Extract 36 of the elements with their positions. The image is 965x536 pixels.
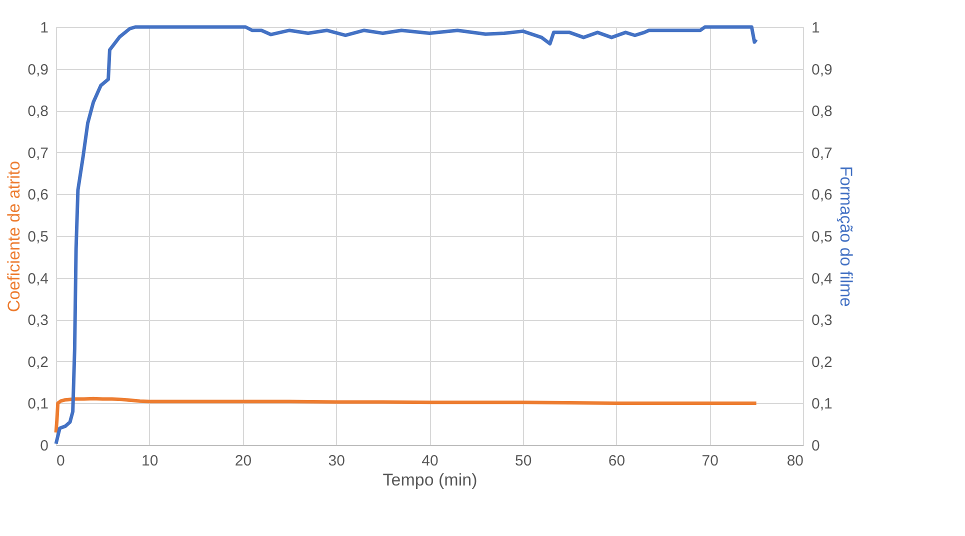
x-tick-label: 10 (142, 452, 158, 470)
y2-tick-label: 0 (812, 438, 820, 454)
y2-tick-label: 1 (812, 20, 820, 36)
x-tick-label: 50 (515, 452, 532, 470)
y2-tick-label: 0,7 (812, 144, 832, 162)
x-tick-label: 40 (422, 452, 438, 470)
y-tick-label: 1 (40, 20, 48, 36)
y2-tick-label: 0,8 (812, 103, 832, 120)
y-tick-label: 0,3 (28, 312, 48, 330)
y2-axis-title: Formação do filme (836, 166, 856, 307)
x-tick-label: 80 (786, 452, 804, 470)
x-tick-label: 60 (608, 452, 626, 470)
x-tick-label: 70 (702, 452, 718, 470)
y-tick-label: 0,8 (28, 103, 48, 120)
y2-tick-label: 0,3 (812, 312, 832, 330)
y-tick-label: 0,4 (28, 270, 48, 288)
y2-tick-label: 0,6 (812, 186, 832, 204)
y-tick-label: 0,6 (28, 186, 48, 204)
y-tick-label: 0,1 (28, 396, 48, 413)
y-tick-label: 0,7 (28, 144, 48, 162)
line-series (54, 396, 758, 434)
x-tick-label: 20 (234, 452, 252, 470)
y2-tick-label: 0,5 (812, 228, 832, 246)
line-series (54, 25, 758, 446)
x-axis-title: Tempo (min) (382, 470, 478, 490)
y2-tick-label: 0,1 (812, 396, 832, 413)
y-tick-label: 0,9 (28, 61, 48, 78)
x-tick-label: 0 (56, 452, 65, 470)
x-tick-label: 30 (328, 452, 345, 470)
y-tick-label: 0 (40, 438, 48, 454)
y-tick-label: 0,5 (28, 228, 48, 246)
y-tick-label: 0,2 (28, 354, 48, 371)
y-axis-title: Coeficiente de atrito (4, 160, 24, 312)
y2-tick-label: 0,2 (812, 354, 832, 371)
y2-tick-label: 0,4 (812, 270, 832, 288)
y2-tick-label: 0,9 (812, 61, 832, 78)
